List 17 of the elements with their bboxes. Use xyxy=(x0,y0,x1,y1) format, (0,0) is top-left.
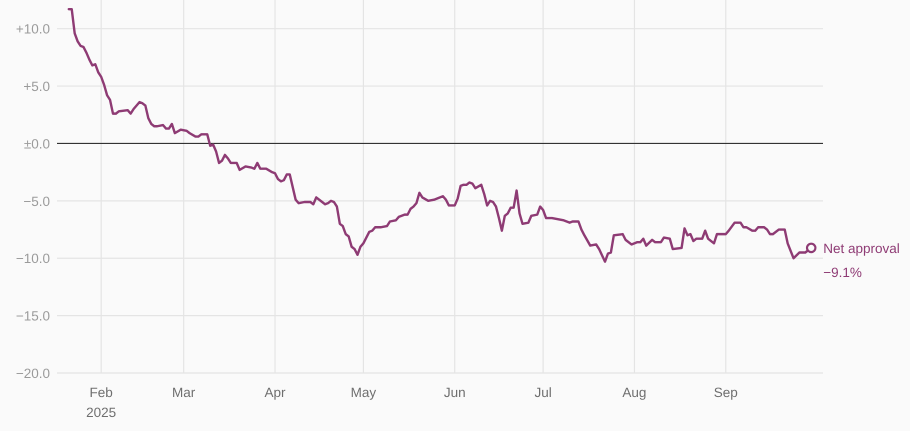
y-tick-label: −10.0 xyxy=(16,251,50,266)
x-tick-label: Aug xyxy=(622,385,646,400)
y-tick-label: −20.0 xyxy=(16,366,50,381)
x-tick-label: Jun xyxy=(444,385,466,400)
series-label: Net approval xyxy=(823,240,900,256)
x-tick-label: Sep xyxy=(714,385,738,400)
y-tick-label: +10.0 xyxy=(16,22,50,37)
x-tick-label: Feb 2025 xyxy=(86,385,116,420)
x-tick-label: Jul xyxy=(534,385,552,400)
y-tick-label: +5.0 xyxy=(23,79,50,94)
annotation: −9.1% xyxy=(823,264,862,280)
x-tick-label: Apr xyxy=(264,385,286,400)
y-tick-label: ±0.0 xyxy=(24,136,50,152)
x-tick-label: Mar xyxy=(172,385,196,400)
y-tick-label: −15.0 xyxy=(16,308,50,324)
y-tick-label: −5.0 xyxy=(23,194,50,209)
x-tick-label: May xyxy=(350,385,376,400)
